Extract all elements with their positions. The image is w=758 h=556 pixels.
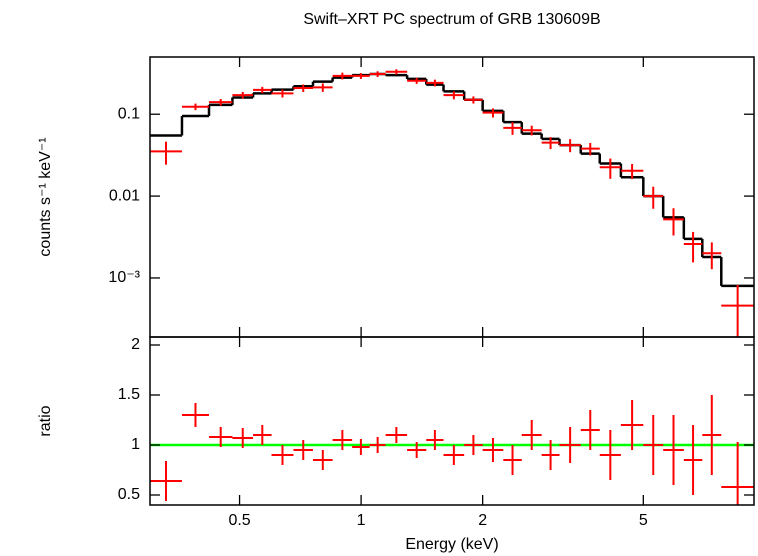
y-tick-label: 10⁻³ <box>108 269 140 286</box>
x-axis-label: Energy (keV) <box>405 536 498 553</box>
y-tick-label: 0.01 <box>109 187 140 204</box>
x-tick-label: 2 <box>478 512 487 529</box>
plot-area <box>150 69 754 337</box>
y-axis-label: ratio <box>37 405 54 436</box>
y-axis-label: counts s⁻¹ keV⁻¹ <box>37 137 54 256</box>
y-tick-label: 2 <box>131 336 140 353</box>
y-tick-label: 0.5 <box>118 486 140 503</box>
y-tick-label: 1 <box>131 436 140 453</box>
x-tick-label: 1 <box>357 512 366 529</box>
y-tick-label: 0.1 <box>118 105 140 122</box>
x-tick-label: 5 <box>639 512 648 529</box>
plot-area <box>150 395 754 505</box>
chart-title: Swift–XRT PC spectrum of GRB 130609B <box>303 11 600 28</box>
panel-frame <box>149 336 755 506</box>
y-tick-label: 1.5 <box>118 386 140 403</box>
x-tick-label: 0.5 <box>228 512 250 529</box>
